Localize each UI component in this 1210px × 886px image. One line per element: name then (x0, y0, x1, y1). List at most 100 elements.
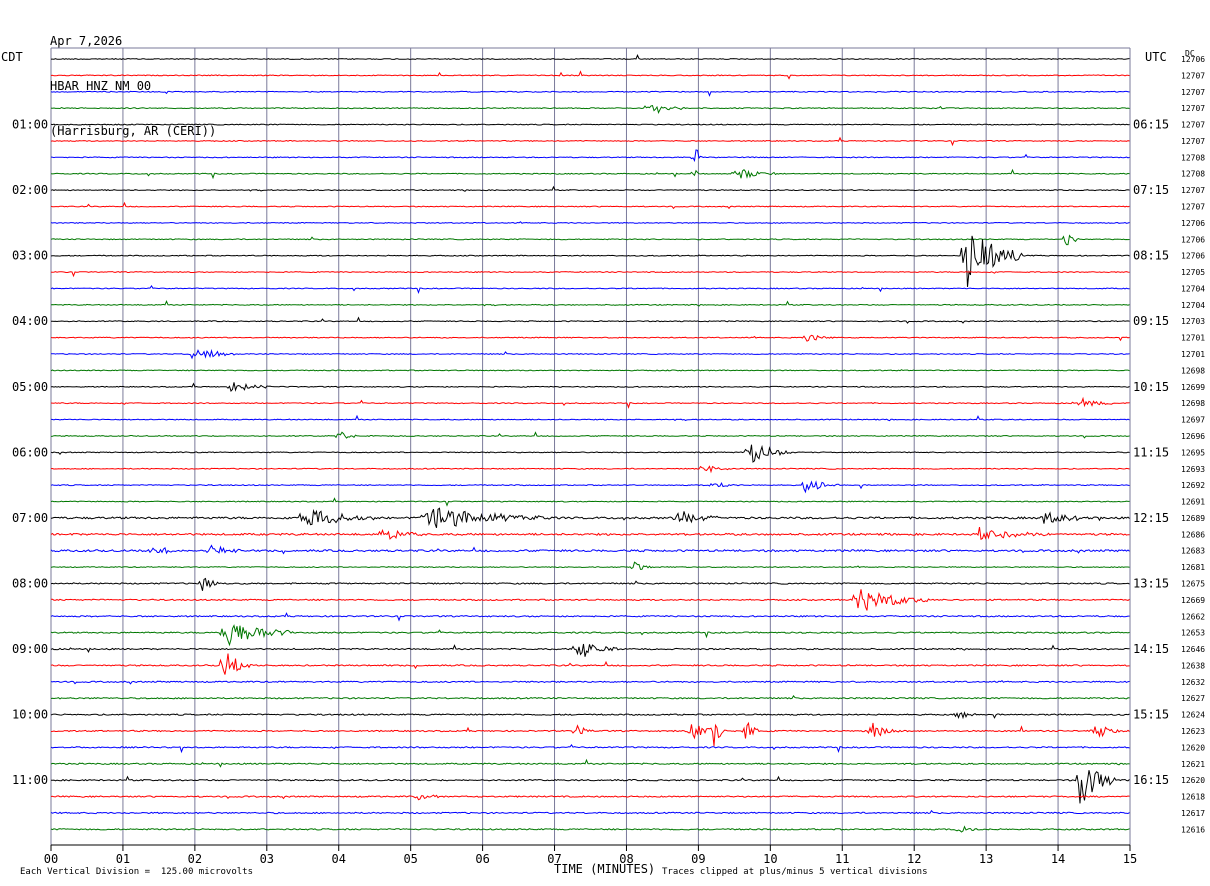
utc-time-label: 06:15 (1133, 118, 1169, 132)
x-tick-label: 11 (835, 852, 849, 866)
trace-line (50, 544, 1130, 555)
utc-time-label: 10:15 (1133, 380, 1169, 394)
cdt-time-label: 09:00 (12, 642, 48, 656)
trace-line (50, 721, 1130, 747)
axis-labels: 00 01 02 03 04 05 06 07 08 09 10 11 12 13 14 15 12706 127… (12, 55, 1205, 866)
dc-value: 12681 (1181, 563, 1205, 572)
dc-value: 12695 (1181, 448, 1205, 457)
x-tick-label: 13 (979, 852, 993, 866)
dc-value: 12683 (1181, 547, 1205, 556)
utc-time-label: 09:15 (1133, 314, 1169, 328)
trace-line (50, 527, 1130, 540)
dc-value: 12706 (1181, 55, 1205, 64)
trace-line (50, 90, 1130, 97)
dc-value: 12620 (1181, 743, 1205, 752)
x-tick-label: 07 (547, 852, 561, 866)
trace-line (50, 396, 1130, 409)
cdt-time-label: 05:00 (12, 380, 48, 394)
trace-line (50, 235, 1130, 287)
x-tick-label: 15 (1123, 852, 1137, 866)
dc-value: 12621 (1181, 760, 1205, 769)
trace-line (51, 54, 1130, 60)
cdt-time-label: 06:00 (12, 445, 48, 459)
seismic-traces (50, 54, 1130, 833)
header-date: Apr 7,2026 (50, 34, 123, 48)
trace-line (50, 695, 1130, 700)
trace-line (50, 70, 1130, 80)
x-tick-label: 06 (475, 852, 489, 866)
clip-note: Traces clipped at plus/minus 5 vertical … (662, 867, 928, 877)
dc-value: 12696 (1181, 432, 1205, 441)
x-tick-label: 10 (763, 852, 777, 866)
dc-value: 12706 (1181, 219, 1205, 228)
dc-value: 12706 (1181, 252, 1205, 261)
header-location: (Harrisburg, AR (CERI)) (50, 124, 217, 138)
dc-value: 12617 (1181, 809, 1205, 818)
trace-line (51, 589, 1130, 611)
trace-line (50, 612, 1130, 622)
utc-time-label: 14:15 (1133, 642, 1169, 656)
dc-value: 12692 (1181, 481, 1205, 490)
trace-line (50, 561, 1130, 570)
trace-line (50, 480, 1130, 494)
dc-value: 12627 (1181, 694, 1205, 703)
utc-time-label: 08:15 (1133, 249, 1169, 263)
trace-line (50, 794, 1130, 801)
x-tick-label: 01 (116, 852, 130, 866)
trace-line (50, 234, 1130, 246)
header-station: HBAR HNZ NM 00 (50, 79, 152, 93)
trace-line (50, 431, 1130, 439)
cdt-time-label: 08:00 (12, 576, 48, 590)
x-tick-label: 08 (619, 852, 633, 866)
dc-value: 12707 (1181, 137, 1205, 146)
trace-line (50, 221, 1130, 224)
dc-value: 12689 (1181, 514, 1205, 523)
dc-value: 12698 (1181, 399, 1205, 408)
dc-value: 12707 (1181, 186, 1205, 195)
cdt-time-label: 02:00 (12, 183, 48, 197)
cdt-time-label: 10:00 (12, 708, 48, 722)
dc-value: 12698 (1181, 366, 1205, 375)
x-tick-label: 14 (1051, 852, 1065, 866)
dc-value: 12701 (1181, 334, 1205, 343)
dc-value: 12697 (1181, 416, 1205, 425)
trace-line (50, 507, 1130, 528)
left-timezone-label: CDT (1, 50, 23, 64)
dc-label: DC (1185, 49, 1195, 58)
dc-value: 12653 (1181, 629, 1205, 638)
plot-header: Apr 7,2026 HBAR HNZ NM 00 (Harrisburg, A… (50, 4, 216, 154)
dc-value: 12707 (1181, 71, 1205, 80)
utc-time-label: 13:15 (1133, 576, 1169, 590)
dc-value: 12707 (1181, 104, 1205, 113)
utc-time-label: 07:15 (1133, 183, 1169, 197)
dc-value: 12675 (1181, 579, 1205, 588)
trace-line (50, 711, 1130, 720)
right-timezone-label: UTC (1145, 50, 1167, 64)
trace-line (50, 643, 1130, 657)
x-tick-label: 03 (260, 852, 274, 866)
utc-time-label: 16:15 (1133, 773, 1169, 787)
trace-line (50, 123, 1130, 126)
dc-value: 12707 (1181, 203, 1205, 212)
x-tick-label: 00 (44, 852, 58, 866)
trace-line (50, 369, 1130, 372)
dc-value: 12638 (1181, 661, 1205, 670)
trace-line (50, 271, 1130, 278)
grid-lines (50, 47, 1131, 851)
trace-line (50, 465, 1130, 474)
trace-line (50, 348, 1130, 360)
dc-value: 12616 (1181, 825, 1205, 834)
trace-line (50, 185, 1130, 192)
dc-value: 12686 (1181, 530, 1205, 539)
trace-line (50, 201, 1130, 210)
trace-line (50, 653, 1130, 675)
dc-value: 12620 (1181, 776, 1205, 785)
trace-line (50, 284, 1130, 294)
dc-value: 12662 (1181, 612, 1205, 621)
cdt-time-label: 11:00 (12, 773, 48, 787)
x-axis-title: TIME (MINUTES) (554, 862, 656, 876)
trace-line (50, 382, 1130, 392)
trace-line (50, 825, 1130, 833)
utc-time-label: 12:15 (1133, 511, 1169, 525)
